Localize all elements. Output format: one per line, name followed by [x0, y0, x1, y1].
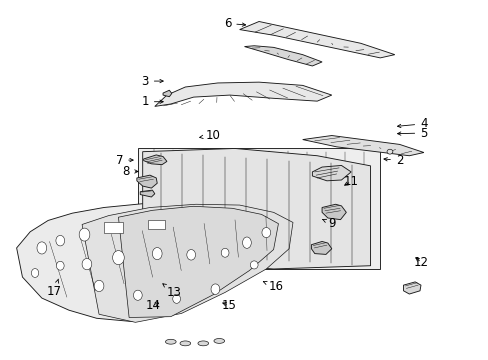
Text: 12: 12 [413, 256, 428, 269]
Bar [103, 222, 123, 233]
Ellipse shape [79, 228, 90, 241]
Polygon shape [403, 282, 420, 294]
Text: 13: 13 [163, 284, 181, 298]
Polygon shape [244, 46, 322, 66]
Ellipse shape [250, 261, 258, 269]
Text: 11: 11 [343, 175, 358, 188]
Polygon shape [140, 190, 155, 197]
Ellipse shape [152, 248, 162, 260]
Text: 7: 7 [116, 154, 133, 167]
Polygon shape [118, 206, 278, 318]
Ellipse shape [112, 251, 124, 265]
Ellipse shape [56, 261, 64, 270]
Polygon shape [155, 82, 331, 107]
Polygon shape [312, 166, 350, 181]
Polygon shape [138, 148, 380, 269]
Text: 16: 16 [263, 280, 284, 293]
Ellipse shape [242, 237, 251, 248]
Ellipse shape [198, 341, 208, 346]
Polygon shape [322, 204, 346, 220]
Polygon shape [17, 201, 296, 321]
Ellipse shape [37, 242, 46, 254]
Text: 1: 1 [141, 95, 163, 108]
Polygon shape [143, 155, 166, 165]
Text: 14: 14 [145, 299, 161, 312]
Text: 15: 15 [221, 299, 236, 312]
Text: 6: 6 [224, 17, 245, 30]
Ellipse shape [133, 290, 142, 300]
Ellipse shape [172, 294, 180, 303]
Ellipse shape [221, 248, 228, 257]
Ellipse shape [31, 269, 39, 278]
Polygon shape [82, 204, 292, 322]
Polygon shape [163, 90, 171, 97]
Polygon shape [311, 242, 331, 255]
Polygon shape [302, 135, 423, 156]
Ellipse shape [94, 280, 103, 292]
Text: 3: 3 [141, 75, 163, 87]
Bar [147, 220, 164, 229]
Ellipse shape [214, 338, 224, 343]
Ellipse shape [56, 235, 64, 246]
Text: 10: 10 [199, 129, 221, 142]
Text: 2: 2 [383, 154, 403, 167]
Ellipse shape [262, 228, 270, 238]
Ellipse shape [180, 341, 190, 346]
Text: 8: 8 [122, 165, 138, 178]
Ellipse shape [186, 249, 195, 260]
Text: 9: 9 [322, 217, 335, 230]
Polygon shape [239, 22, 394, 58]
Polygon shape [137, 175, 157, 188]
Ellipse shape [82, 258, 92, 270]
Ellipse shape [165, 339, 176, 344]
Polygon shape [142, 148, 370, 269]
Text: 4: 4 [397, 117, 427, 130]
Ellipse shape [211, 284, 219, 294]
Circle shape [386, 149, 392, 154]
Text: 17: 17 [47, 279, 62, 297]
Text: 5: 5 [397, 126, 427, 140]
